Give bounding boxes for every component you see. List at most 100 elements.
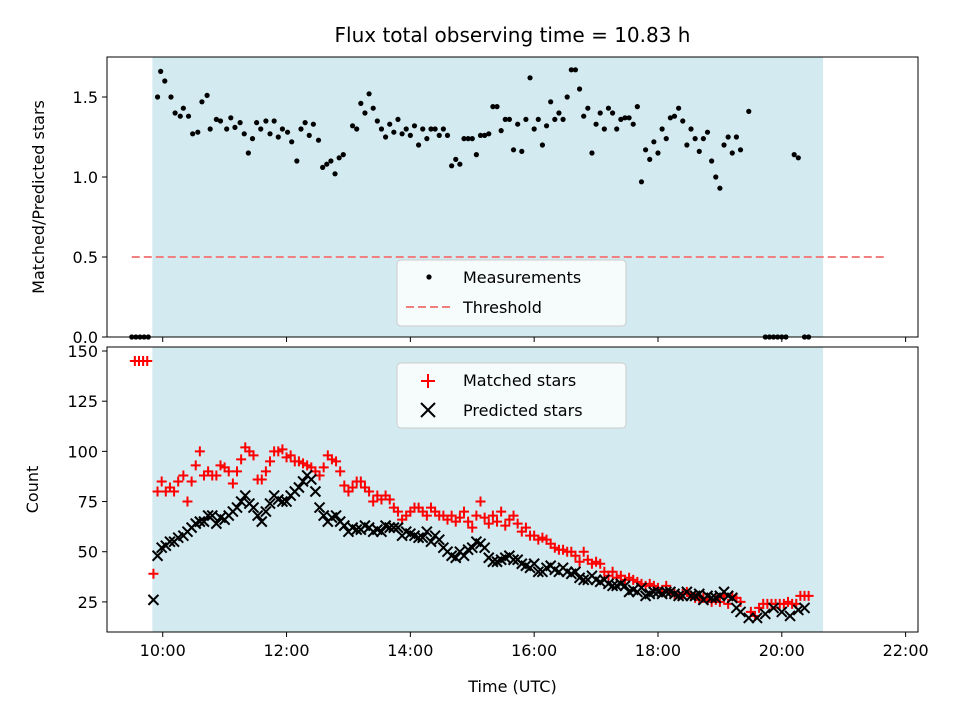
matched-star-point: [500, 520, 511, 531]
measurement-point: [310, 121, 316, 127]
bottom-x-axis-label: Time (UTC): [467, 677, 556, 696]
predicted-star-point: [256, 515, 268, 528]
matched-star-point: [508, 510, 519, 521]
measurement-point: [725, 134, 731, 140]
y-tick-label: 0.0: [73, 328, 98, 347]
predicted-star-point: [147, 594, 160, 606]
matched-star-point: [173, 476, 184, 487]
measurement-point: [172, 110, 178, 116]
matched-star-point: [368, 496, 379, 507]
measurement-point: [207, 126, 213, 132]
predicted-star-point: [260, 505, 272, 518]
measurement-point: [232, 124, 238, 130]
measurement-point: [382, 134, 389, 140]
matched-star-point: [574, 556, 585, 567]
measurement-point: [370, 105, 376, 111]
predicted-star-point: [206, 509, 218, 522]
matched-star-point: [182, 496, 193, 507]
measurement-point: [444, 132, 451, 138]
predicted-star-point: [693, 588, 705, 600]
predicted-star-point: [784, 610, 796, 622]
bottom-y-axis-label: Count: [23, 466, 42, 514]
predicted-star-point: [705, 592, 718, 604]
measurement-point: [721, 142, 727, 148]
predicted-star-point: [276, 495, 289, 508]
measurement-point: [692, 136, 698, 142]
predicted-star-point: [433, 533, 445, 546]
measurement-point: [279, 126, 286, 132]
matched-star-point: [236, 454, 247, 465]
predicted-star-point: [231, 501, 243, 514]
measurement-point: [245, 150, 251, 156]
measurement-point: [320, 164, 326, 170]
predicted-star-point: [412, 531, 425, 544]
measurement-point: [440, 126, 446, 132]
matched-star-point: [194, 446, 205, 457]
bottom-x-ticks: 10:00 12:00 14:00 16:00 18:00 20:00 22:00: [140, 632, 929, 660]
measurement-point: [527, 75, 533, 81]
measurement-point: [190, 131, 196, 137]
top-x-ticks: [162, 337, 907, 342]
measurement-point: [680, 118, 686, 124]
x-tick-label: 14:00: [387, 641, 433, 660]
matched-star-point: [492, 516, 503, 527]
measurement-point: [399, 131, 405, 137]
measurement-point: [263, 118, 269, 124]
predicted-star-point: [425, 535, 437, 548]
measurement-point: [733, 134, 740, 140]
measurement-point: [609, 110, 616, 116]
measurement-point: [593, 121, 599, 127]
measurement-point: [671, 113, 678, 119]
matched-star-point: [421, 510, 432, 521]
measurement-point: [576, 86, 583, 92]
measurement-point: [795, 155, 801, 161]
measurement-point: [704, 129, 711, 135]
predicted-star-point: [151, 550, 164, 562]
legend-matched-label: Matched stars: [463, 371, 576, 390]
measurement-point: [791, 152, 797, 158]
measurement-point: [659, 126, 665, 132]
measurement-point: [294, 158, 300, 164]
measurement-point: [552, 116, 558, 122]
bottom-axes-frame: [106, 346, 919, 633]
measurement-point: [614, 126, 620, 132]
measurement-point: [457, 161, 463, 167]
predicted-star-point: [726, 592, 738, 604]
matched-star-point: [186, 476, 197, 487]
predicted-star-point: [338, 519, 351, 532]
measurement-point: [647, 156, 653, 162]
matched-star-point: [248, 450, 259, 461]
legend-threshold-label: Threshold: [462, 298, 542, 317]
measurement-point: [195, 129, 201, 135]
measurement-point: [709, 158, 715, 164]
measurement-point: [237, 120, 243, 126]
matched-star-point: [256, 474, 267, 485]
matched-star-point: [142, 356, 153, 367]
y-tick-label: 125: [67, 392, 98, 411]
measurement-point: [217, 118, 224, 124]
predicted-star-point: [759, 608, 772, 620]
predicted-star-point: [317, 509, 330, 522]
chart-title: Flux total observing time = 10.83 h: [335, 23, 691, 47]
measurement-point: [306, 132, 312, 138]
measurement-point: [204, 92, 210, 98]
predicted-star-point: [384, 521, 396, 534]
matched-star-point: [178, 470, 189, 481]
measurement-point: [267, 131, 273, 137]
measurement-point: [626, 115, 632, 121]
measurement-point: [601, 126, 607, 132]
measurement-point: [684, 142, 690, 148]
measurement-point: [667, 115, 673, 121]
x-tick-label: 16:00: [511, 641, 557, 660]
matched-star-point: [169, 486, 180, 497]
legend-matched-marker: [421, 374, 435, 388]
measurement-point: [543, 123, 550, 129]
measurement-point: [465, 136, 471, 142]
predicted-star-point: [293, 481, 305, 494]
top-y-axis-label: Matched/Predicted stars: [29, 100, 48, 294]
measurement-point: [432, 126, 438, 132]
matched-star-point: [265, 456, 276, 467]
measurement-point: [407, 132, 413, 138]
x-tick-label: 20:00: [759, 641, 805, 660]
measurement-point: [154, 94, 161, 100]
